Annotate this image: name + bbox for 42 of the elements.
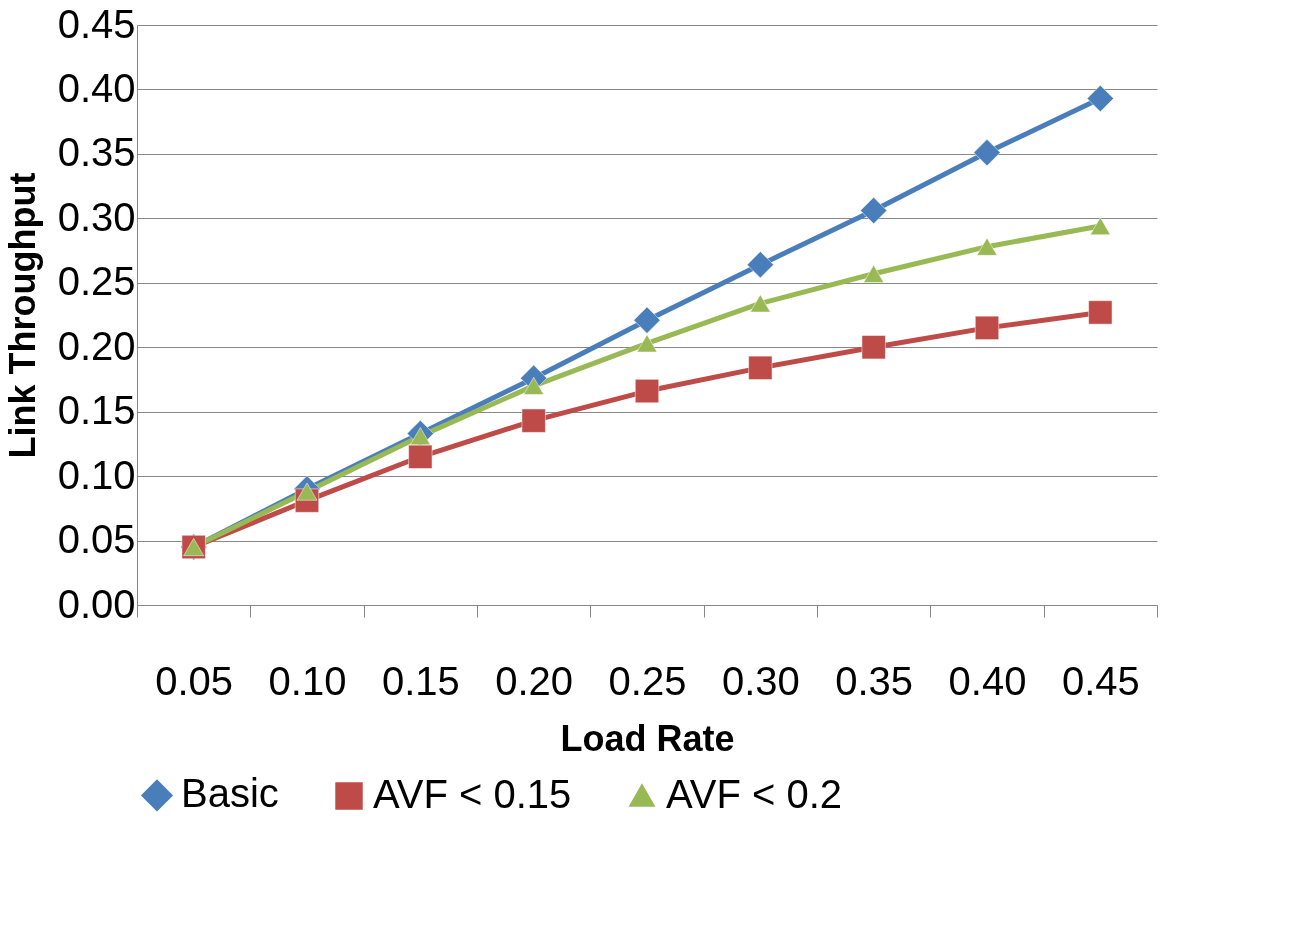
y-tick-label: 0.30 — [57, 194, 136, 239]
point — [408, 444, 433, 469]
x-tick-label: 0.05 — [155, 658, 234, 703]
legend-label: AVF < 0.2 — [666, 772, 843, 816]
x-tick-label: 0.40 — [948, 658, 1027, 703]
x-tick-label: 0.45 — [1061, 658, 1140, 703]
point — [863, 264, 884, 283]
x-tick-label: 0.35 — [835, 658, 914, 703]
point — [635, 379, 659, 404]
x-tick-label: 0.25 — [608, 658, 687, 703]
x-tick-label: 0.20 — [495, 658, 574, 703]
legend-label: Basic — [181, 771, 279, 816]
x-tick-label: 0.30 — [721, 658, 800, 703]
y-tick-label: 0.10 — [57, 452, 136, 497]
point — [861, 335, 886, 360]
point — [746, 251, 774, 279]
point — [748, 355, 773, 380]
y-tick-label: 0.15 — [57, 388, 136, 433]
point — [976, 237, 998, 256]
y-tick-label: 0.25 — [57, 259, 136, 304]
point — [1086, 84, 1114, 112]
point — [1090, 217, 1111, 235]
x-tick-label: 0.15 — [381, 658, 460, 703]
point — [296, 482, 318, 501]
point — [973, 139, 1001, 167]
x-axis-title: Load Rate — [560, 717, 735, 759]
point — [750, 294, 771, 313]
y-axis-title: Link Throughput — [1, 172, 43, 459]
point — [521, 408, 546, 433]
y-tick-label: 0.05 — [57, 517, 136, 562]
point — [860, 197, 888, 225]
y-tick-label: 0.40 — [57, 65, 136, 110]
y-tick-label: 0.35 — [57, 130, 136, 175]
point — [975, 315, 999, 340]
y-tick-label: 0.45 — [57, 1, 136, 46]
legend-label: AVF < 0.15 — [373, 772, 572, 816]
y-tick-label: 0.20 — [57, 323, 136, 368]
point — [636, 334, 658, 353]
x-tick-label: 0.10 — [268, 658, 347, 703]
point — [633, 306, 661, 334]
y-tick-label: 0.00 — [57, 581, 136, 626]
point — [1088, 300, 1113, 325]
